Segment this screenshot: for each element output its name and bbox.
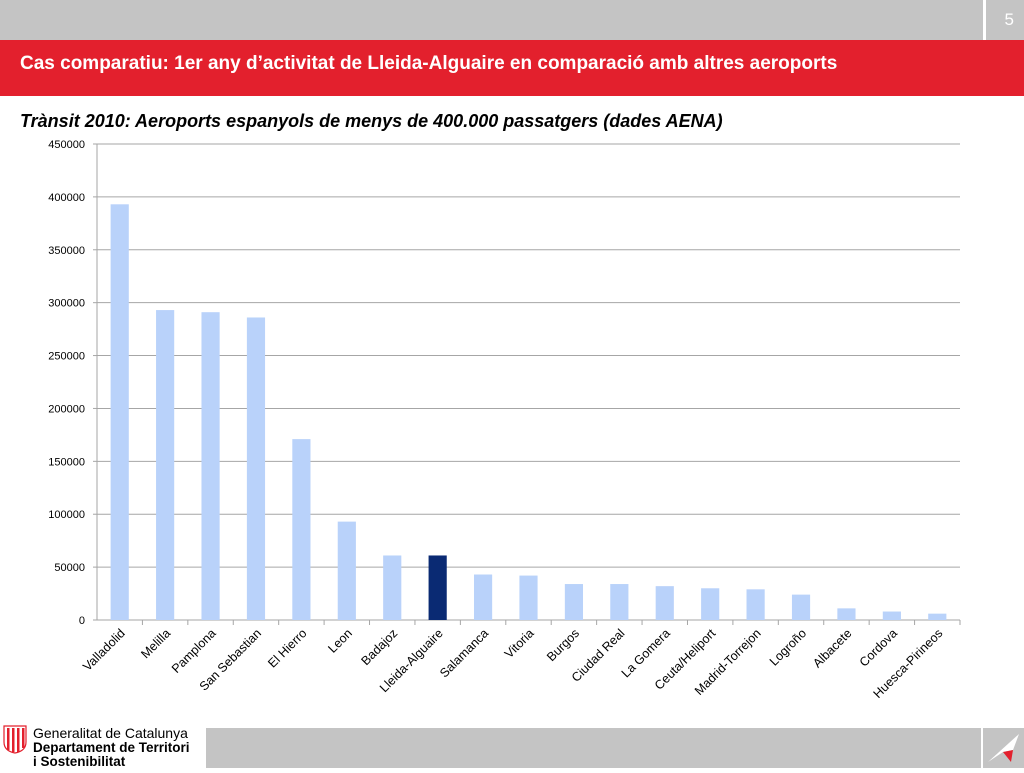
y-tick-label-6: 300000 (48, 298, 85, 310)
bar-12 (655, 586, 674, 620)
bar-15 (791, 594, 811, 620)
y-tick-label-2: 100000 (48, 509, 85, 521)
y-tick-label-4: 200000 (48, 403, 85, 415)
x-tick-label-5: Leon (325, 626, 355, 656)
page-number-box: 5 (986, 0, 1024, 40)
x-tick-label-6: Badajoz (359, 626, 401, 668)
airport-logo-box (983, 728, 1024, 768)
y-tick-label-0: 0 (79, 615, 85, 627)
x-tick-label-10: Burgos (544, 626, 582, 664)
top-header-bar (0, 0, 983, 40)
title-bar (0, 40, 1024, 96)
bar-9 (519, 575, 538, 620)
x-tick-label-4: El Hierro (265, 626, 309, 670)
page-number: 5 (1004, 10, 1014, 29)
bar-13 (701, 588, 720, 620)
bar-chart: 0 50000 100000 150000 200000 250000 300000 3500… (48, 139, 961, 701)
bar-0 (110, 204, 129, 620)
y-tick-label-5: 250000 (48, 351, 85, 363)
org-name: Generalitat de Catalunya (33, 725, 188, 741)
y-tick-label-1: 50000 (54, 562, 85, 574)
bar-3 (246, 317, 266, 620)
department-name-2: i Sostenibilitat (33, 754, 126, 769)
bar-14 (746, 589, 765, 620)
y-tick-label-3: 150000 (48, 456, 85, 468)
y-tick-label-8: 400000 (48, 192, 85, 204)
x-tick-label-8: Salamanca (437, 626, 491, 680)
footer-logo-area (0, 722, 206, 768)
bar-8 (473, 574, 493, 620)
bar-16 (837, 608, 856, 620)
generalitat-flag-icon (3, 725, 27, 754)
bar-7 (428, 555, 447, 620)
bar-2 (201, 312, 220, 620)
bar-18 (928, 613, 947, 620)
bar-5 (337, 521, 356, 620)
department-name: Departament de Territori (33, 740, 190, 755)
bar-10 (564, 584, 584, 620)
x-tick-label-16: Albacete (810, 626, 854, 670)
bar-11 (610, 584, 629, 620)
x-tick-label-15: Logroño (767, 626, 809, 668)
bar-4 (292, 439, 311, 620)
plane-logo-icon (988, 734, 1019, 762)
x-tick-label-9: Vitoria (502, 626, 537, 661)
bottom-footer-bar (206, 728, 981, 768)
x-tick-label-17: Cordova (857, 626, 900, 669)
slide-title: Cas comparatiu: 1er any d’activitat de L… (20, 53, 838, 74)
y-tick-label-7: 350000 (48, 245, 85, 257)
bar-1 (156, 310, 175, 620)
chart-subtitle: Trànsit 2010: Aeroports espanyols de men… (20, 111, 723, 131)
bar-6 (383, 555, 402, 620)
x-tick-label-1: Melilla (138, 626, 173, 661)
x-tick-label-0: Valladolid (80, 626, 128, 674)
bar-17 (882, 611, 901, 620)
y-tick-label-9: 450000 (48, 139, 85, 151)
